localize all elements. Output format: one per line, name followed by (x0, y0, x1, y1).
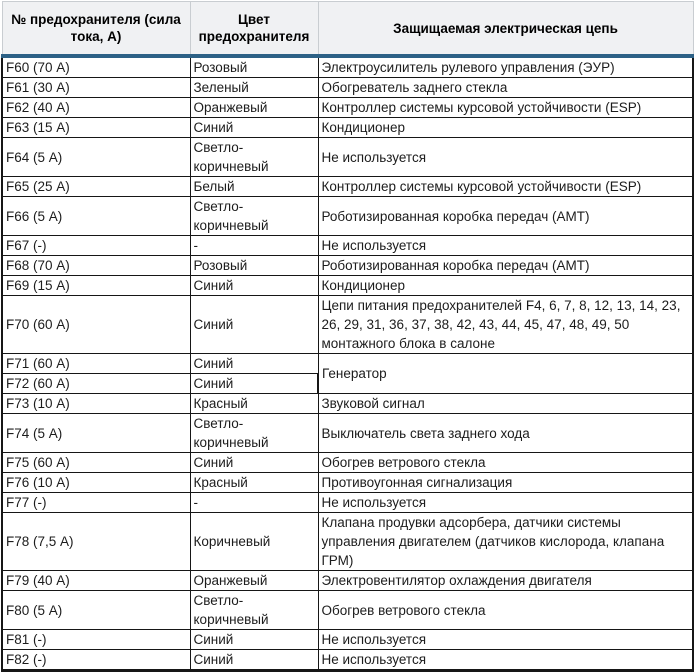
table-row: F69 (15 А) Синий Кондиционер (1, 275, 694, 296)
circuit-cell: Кондиционер (317, 275, 694, 296)
circuit-cell: Генератор (317, 353, 694, 394)
table-row: F78 (7,5 А) Коричневый Клапана продувки ад… (1, 512, 694, 571)
table-row: F67 (-) - Не используется (1, 235, 694, 256)
fuse-color-cell: Красный (189, 393, 319, 414)
circuit-cell: Электровентилятор охлаждения двигателя (317, 570, 694, 591)
fuse-id-cell: F65 (25 А) (1, 176, 191, 197)
table-row: F76 (10 А) Красный Противоугонная сигнализ… (1, 472, 694, 493)
circuit-cell: Не используется (317, 492, 694, 513)
fuse-color-cell: Синий (189, 117, 319, 138)
fuse-color-cell: Светло-коричневый (189, 196, 319, 236)
fuse-id-cell: F73 (10 А) (1, 393, 191, 414)
fuse-id-cell: F82 (-) (1, 649, 191, 672)
circuit-cell: Выключатель света заднего хода (317, 413, 694, 453)
fuse-id-cell: F66 (5 А) (1, 196, 191, 236)
fuse-color-cell: Синий (189, 373, 319, 394)
circuit-cell: Противоугонная сигнализация (317, 472, 694, 493)
table-row: F60 (70 А) Розовый Электроусилитель рулево… (1, 55, 694, 78)
circuit-cell: Цепи питания предохранителей F4, 6, 7, 8… (317, 295, 694, 354)
table-row: F68 (70 А) Розовый Роботизированная коробк… (1, 255, 694, 276)
table-row: F62 (40 А) Оранжевый Контроллер системы ку… (1, 97, 694, 118)
fuse-color-cell: Синий (189, 295, 319, 354)
circuit-cell: Не используется (317, 629, 694, 650)
fuse-id-cell: F61 (30 А) (1, 77, 191, 98)
fuse-color-cell: Коричневый (189, 512, 319, 571)
table-row: F65 (25 А) Белый Контроллер системы курсов… (1, 176, 694, 197)
fuse-color-cell: Светло-коричневый (189, 413, 319, 453)
fuse-id-cell: F75 (60 А) (1, 452, 191, 473)
fuse-id-cell: F62 (40 А) (1, 97, 191, 118)
table-row: F64 (5 А) Светло-коричневый Не используетс… (1, 137, 694, 177)
circuit-cell: Контроллер системы курсовой устойчивости… (317, 97, 694, 118)
fuse-color-cell: Синий (189, 275, 319, 296)
fuse-id-cell: F81 (-) (1, 629, 191, 650)
table-row: F75 (60 А) Синий Обогрев ветрового стекла (1, 452, 694, 473)
fuse-color-cell: Розовый (189, 255, 319, 276)
table-row: F66 (5 А) Светло-коричневый Роботизированн… (1, 196, 694, 236)
header-row: № предохранителя (сила тока, А) Цвет пре… (1, 1, 694, 58)
table-row: F70 (60 А) Синий Цепи питания предохраните… (1, 295, 694, 354)
circuit-cell: Звуковой сигнал (317, 393, 694, 414)
fuse-id-cell: F64 (5 А) (1, 137, 191, 177)
fuse-color-cell: Светло-коричневый (189, 590, 319, 630)
fuse-color-cell: Розовый (189, 55, 319, 78)
fuse-id-cell: F77 (-) (1, 492, 191, 513)
fuse-id-cell: F72 (60 А) (1, 373, 191, 394)
table-row: F81 (-) Синий Не используется (1, 629, 694, 650)
circuit-cell: Не используется (317, 137, 694, 177)
table-row: F79 (40 А) Оранжевый Электровентилятор охл… (1, 570, 694, 591)
fuse-id-cell: F70 (60 А) (1, 295, 191, 354)
fuse-color-cell: Красный (189, 472, 319, 493)
fuse-id-cell: F71 (60 А) (1, 353, 191, 374)
fuse-id-cell: F76 (10 А) (1, 472, 191, 493)
circuit-cell: Обогреватель заднего стекла (317, 77, 694, 98)
fuse-table-header: № предохранителя (сила тока, А) Цвет пре… (1, 1, 694, 58)
fuse-color-cell: Оранжевый (189, 570, 319, 591)
circuit-cell: Роботизированная коробка передач (АМТ) (317, 196, 694, 236)
fuse-color-cell: Синий (189, 452, 319, 473)
fuse-id-cell: F79 (40 А) (1, 570, 191, 591)
table-row: F74 (5 А) Светло-коричневый Выключатель св… (1, 413, 694, 453)
table-row: F77 (-) - Не используется (1, 492, 694, 513)
circuit-cell: Контроллер системы курсовой устойчивости… (317, 176, 694, 197)
fuse-color-cell: Синий (189, 353, 319, 374)
circuit-cell: Роботизированная коробка передач (АМТ) (317, 255, 694, 276)
fuse-color-cell: Оранжевый (189, 97, 319, 118)
table-row: F71 (60 А) Синий Генератор (1, 353, 694, 394)
table-row: F63 (15 А) Синий Кондиционер (1, 117, 694, 138)
fuse-id-cell: F63 (15 А) (1, 117, 191, 138)
fuse-table-body: F60 (70 А) Розовый Электроусилитель рулево… (1, 55, 694, 672)
circuit-cell: Не используется (317, 649, 694, 672)
fuse-color-cell: Синий (189, 629, 319, 650)
circuit-cell: Электроусилитель рулевого управления (ЭУ… (317, 55, 694, 78)
fuse-id-cell: F60 (70 А) (1, 55, 191, 78)
header-fuse-number: № предохранителя (сила тока, А) (1, 1, 191, 58)
fuse-color-cell: - (189, 235, 319, 256)
fuse-id-cell: F80 (5 А) (1, 590, 191, 630)
fuse-color-cell: Зеленый (189, 77, 319, 98)
fuse-color-cell: Светло-коричневый (189, 137, 319, 177)
header-fuse-color: Цвет предохранителя (189, 1, 319, 58)
table-row: F73 (10 А) Красный Звуковой сигнал (1, 393, 694, 414)
fuse-id-cell: F67 (-) (1, 235, 191, 256)
fuse-id-cell: F74 (5 А) (1, 413, 191, 453)
fuse-id-cell: F69 (15 А) (1, 275, 191, 296)
fuse-color-cell: Белый (189, 176, 319, 197)
fuse-color-cell: - (189, 492, 319, 513)
fuse-color-cell: Синий (189, 649, 319, 672)
header-protected-circuit: Защищаемая электрическая цепь (317, 1, 694, 58)
circuit-cell: Обогрев ветрового стекла (317, 452, 694, 473)
circuit-cell: Не используется (317, 235, 694, 256)
circuit-cell: Клапана продувки адсорбера, датчики сист… (317, 512, 694, 571)
table-row: F80 (5 А) Светло-коричневый Обогрев ветров… (1, 590, 694, 630)
circuit-cell: Обогрев ветрового стекла (317, 590, 694, 630)
circuit-cell: Кондиционер (317, 117, 694, 138)
table-row: F61 (30 А) Зеленый Обогреватель заднего ст… (1, 77, 694, 98)
fuse-id-cell: F68 (70 А) (1, 255, 191, 276)
fuse-id-cell: F78 (7,5 А) (1, 512, 191, 571)
table-row: F82 (-) Синий Не используется (1, 649, 694, 672)
